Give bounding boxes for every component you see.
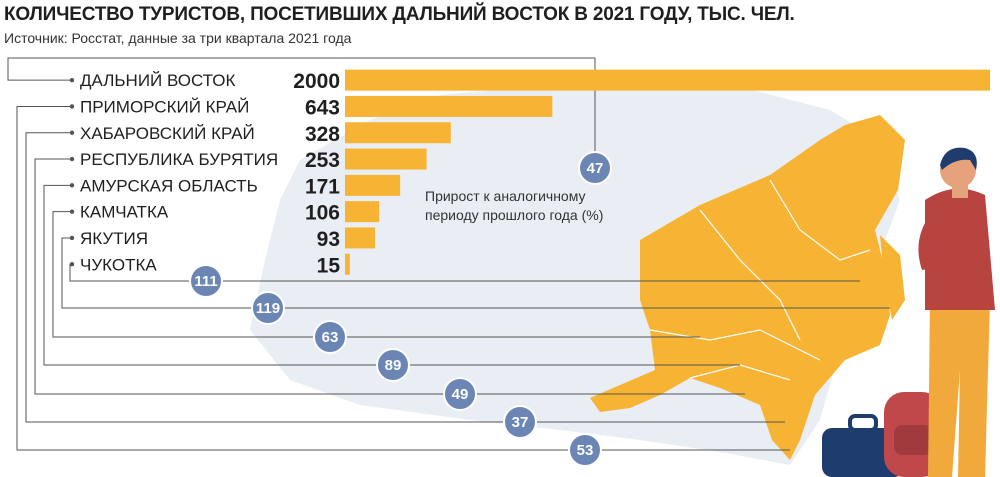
category-label: ХАБАРОВСКИЙ КРАЙ: [80, 124, 255, 143]
bar: [345, 253, 350, 275]
growth-badge: [578, 151, 612, 185]
growth-badge-value: 53: [577, 442, 594, 459]
leader-line: [34, 158, 745, 395]
growth-badge: [503, 405, 537, 439]
category-label: ДАЛЬНИЙ ВОСТОК: [80, 71, 236, 90]
labels-group: ДАЛЬНИЙ ВОСТОК 2000 ПРИМОРСКИЙ КРАЙ 643 ХАБА…: [80, 70, 340, 277]
person-shirt: [925, 188, 995, 310]
person-hair: [940, 147, 977, 170]
leader-dot: [69, 262, 75, 267]
region-border: [769, 179, 871, 261]
growth-badge-value: 63: [322, 329, 339, 346]
map-region-borders: [649, 179, 871, 381]
category-label: АМУРСКАЯ ОБЛАСТЬ: [80, 176, 258, 195]
value-label: 328: [305, 123, 340, 146]
growth-badge-value: 89: [385, 357, 402, 374]
legend-line-1: Прирост к аналогичному: [425, 188, 586, 204]
category-label: КАМЧАТКА: [80, 203, 169, 222]
category-label: ЧУКОТКА: [80, 255, 157, 274]
leader-dot: [69, 183, 75, 188]
growth-badge-value: 119: [256, 300, 280, 317]
bars-group: [345, 69, 990, 275]
value-label: 253: [305, 149, 340, 172]
map-background: [250, 78, 905, 465]
growth-badge: [189, 264, 223, 298]
backpack-pocket: [894, 425, 932, 455]
bar: [345, 69, 990, 91]
bar: [345, 174, 401, 196]
leader-line: [16, 105, 790, 451]
growth-badge-value: 37: [512, 414, 529, 431]
value-label: 93: [317, 228, 340, 251]
leader-dot: [69, 77, 75, 83]
map-far-east: [590, 115, 905, 460]
value-label: 15: [317, 254, 341, 277]
value-label: 106: [305, 202, 340, 225]
bar: [345, 95, 553, 117]
growth-badges: 47 53 37 49 89 63 119 111: [189, 151, 612, 467]
region-border: [649, 329, 821, 361]
growth-badge: [251, 291, 285, 325]
tourist-illustration: [822, 147, 995, 477]
chart-title: КОЛИЧЕСТВО ТУРИСТОВ, ПОСЕТИВШИХ ДАЛЬНИЙ …: [4, 4, 795, 25]
region-border: [699, 209, 801, 341]
bar: [345, 122, 451, 144]
person-legs: [928, 300, 990, 477]
leader-line: [52, 211, 700, 338]
value-label: 2000: [293, 70, 340, 93]
suitcase-handle: [848, 414, 878, 432]
leader-dot: [69, 156, 75, 162]
value-label: 643: [305, 96, 340, 119]
person-arm: [918, 215, 942, 270]
leader-dot: [69, 130, 75, 135]
leader-dot: [69, 209, 75, 214]
growth-badge: [443, 377, 477, 411]
growth-badge: [313, 320, 347, 354]
chart-source: Источник: Росстат, данные за три квартал…: [4, 30, 352, 46]
growth-badge: [376, 348, 410, 382]
category-label: РЕСПУБЛИКА БУРЯТИЯ: [80, 150, 278, 169]
bar: [345, 148, 427, 170]
growth-badge: [568, 433, 602, 467]
leader-line: [25, 132, 785, 423]
suitcase-navy: [822, 428, 904, 477]
map-kamchatka: [880, 235, 905, 320]
leader-dot: [69, 104, 75, 109]
growth-badge-value: 111: [194, 273, 217, 290]
leader-dot: [69, 235, 75, 241]
bar: [345, 201, 380, 223]
growth-badge-value: 47: [587, 160, 604, 177]
map-sakhalin: [858, 280, 875, 330]
category-label: ПРИМОРСКИЙ КРАЙ: [80, 97, 249, 116]
leader-line: [43, 184, 740, 366]
bar: [345, 227, 375, 249]
growth-badge-value: 49: [452, 386, 469, 403]
value-label: 171: [305, 175, 340, 198]
legend-line-2: периоду прошлого года (%): [425, 207, 603, 223]
leader-line: [61, 237, 890, 309]
category-label: ЯКУТИЯ: [80, 229, 148, 248]
